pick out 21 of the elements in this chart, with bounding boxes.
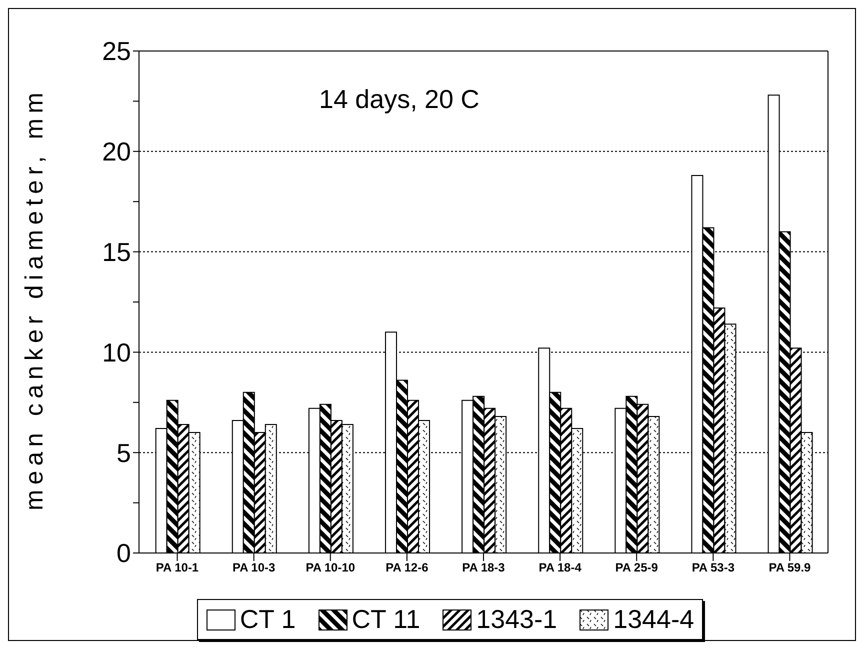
y-tick-label: 25 <box>102 36 131 66</box>
x-tick-label: PA 18-4 <box>538 560 582 575</box>
legend-label: CT 1 <box>240 604 296 635</box>
legend-label: CT 11 <box>352 604 420 635</box>
x-tick-label: PA 10-3 <box>232 560 276 575</box>
y-tick-label: 5 <box>116 438 131 468</box>
x-tick-label: PA 10-1 <box>156 560 199 575</box>
x-tick-label: PA 18-3 <box>462 560 506 575</box>
x-tick-label: PA 53-3 <box>692 560 735 575</box>
x-tick-label: PA 12-6 <box>386 560 429 575</box>
legend-label: 1343-1 <box>476 604 558 635</box>
x-tick-label: PA 59.9 <box>768 560 812 575</box>
x-tick-label: PA 10-10 <box>306 560 356 575</box>
annotation: 14 days, 20 C <box>319 84 480 115</box>
y-tick-label: 0 <box>116 538 131 568</box>
y-tick-label: 15 <box>102 237 131 268</box>
legend-label: 1344-4 <box>613 604 694 635</box>
x-tick-label: PA 25-9 <box>615 560 658 575</box>
y-tick-label: 10 <box>102 337 131 368</box>
y-axis-title: mean canker diameter, mm <box>20 88 50 510</box>
y-tick-label: 20 <box>102 136 131 167</box>
